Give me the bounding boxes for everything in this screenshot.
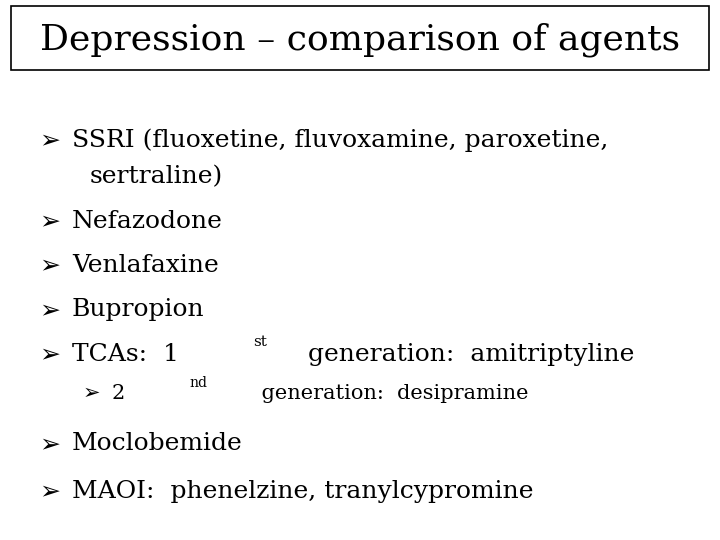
Text: generation:  desipramine: generation: desipramine — [255, 383, 528, 403]
Text: Bupropion: Bupropion — [72, 299, 204, 321]
Text: MAOI:  phenelzine, tranylcypromine: MAOI: phenelzine, tranylcypromine — [72, 480, 534, 503]
Text: Moclobemide: Moclobemide — [72, 433, 243, 455]
Text: Depression – comparison of agents: Depression – comparison of agents — [40, 22, 680, 57]
Text: ➢: ➢ — [40, 254, 60, 278]
Text: ➢: ➢ — [40, 432, 60, 456]
Text: ➢: ➢ — [40, 480, 60, 503]
Text: sertraline): sertraline) — [90, 166, 223, 188]
Text: Nefazodone: Nefazodone — [72, 210, 223, 233]
Text: st: st — [253, 335, 266, 349]
Text: ➢: ➢ — [83, 383, 100, 403]
Text: ➢: ➢ — [40, 210, 60, 233]
Text: TCAs:  1: TCAs: 1 — [72, 343, 179, 366]
Text: generation:  amitriptyline: generation: amitriptyline — [300, 343, 634, 366]
Text: SSRI (fluoxetine, fluvoxamine, paroxetine,: SSRI (fluoxetine, fluvoxamine, paroxetin… — [72, 129, 608, 152]
Text: ➢: ➢ — [40, 298, 60, 322]
Text: ➢: ➢ — [40, 129, 60, 152]
FancyBboxPatch shape — [11, 6, 709, 70]
Text: nd: nd — [190, 376, 208, 390]
Text: ➢: ➢ — [40, 342, 60, 366]
Text: 2: 2 — [112, 383, 125, 403]
Text: Venlafaxine: Venlafaxine — [72, 254, 219, 277]
